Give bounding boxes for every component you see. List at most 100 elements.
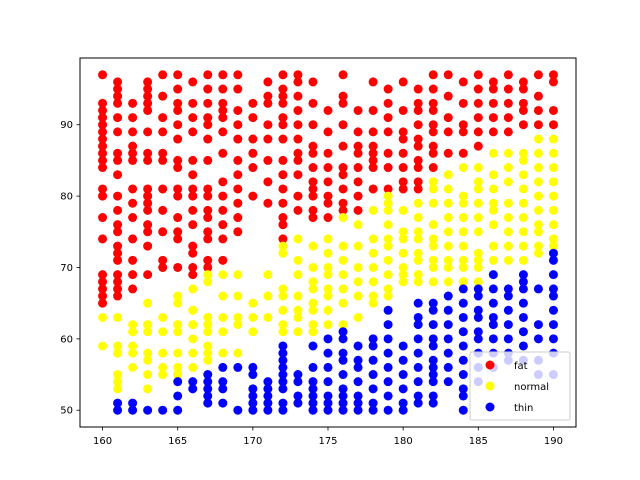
point-thin [488,284,498,294]
point-thin [248,405,258,415]
point-fat [368,141,378,151]
point-normal [533,241,543,251]
point-fat [293,70,303,80]
point-thin [428,391,438,401]
point-normal [518,184,528,194]
point-thin [248,391,258,401]
point-fat [233,184,243,194]
point-normal [533,148,543,158]
point-thin [203,370,213,380]
point-fat [413,184,423,194]
point-fat [143,227,153,237]
point-fat [533,120,543,130]
point-fat [143,77,153,87]
point-normal [158,362,168,372]
legend-label-thin: thin [514,403,533,414]
point-fat [173,84,183,94]
point-normal [173,291,183,301]
point-normal [428,220,438,230]
point-normal [443,227,453,237]
point-fat [278,113,288,123]
point-normal [488,148,498,158]
point-normal [503,163,513,173]
point-fat [188,77,198,87]
point-normal [533,205,543,215]
point-fat [98,184,108,194]
point-fat [158,127,168,137]
point-normal [443,241,453,251]
point-normal [428,255,438,265]
point-thin [383,362,393,372]
point-thin [548,284,558,294]
point-normal [398,227,408,237]
point-thin [248,370,258,380]
point-fat [203,205,213,215]
point-fat [98,284,108,294]
point-normal [368,291,378,301]
point-fat [188,127,198,137]
point-fat [473,70,483,80]
point-normal [173,362,183,372]
point-fat [113,155,123,165]
point-fat [443,148,453,158]
point-thin [473,284,483,294]
point-normal [263,291,273,301]
point-normal [443,277,453,287]
point-normal [383,241,393,251]
point-thin [533,284,543,294]
y-tick-label: 70 [60,263,73,274]
point-fat [263,155,273,165]
point-thin [548,291,558,301]
point-fat [128,141,138,151]
point-normal [308,284,318,294]
point-thin [398,398,408,408]
point-fat [98,148,108,158]
point-normal [293,234,303,244]
point-fat [278,91,288,101]
point-fat [353,141,363,151]
point-fat [368,163,378,173]
point-fat [98,134,108,144]
point-normal [473,213,483,223]
point-fat [428,141,438,151]
point-normal [338,241,348,251]
point-normal [308,277,318,287]
point-thin [383,320,393,330]
point-fat [413,84,423,94]
point-fat [188,241,198,251]
point-fat [398,184,408,194]
point-fat [218,98,228,108]
point-fat [98,234,108,244]
x-tick-label: 175 [318,436,337,447]
legend-marker-fat [485,360,495,370]
point-thin [203,398,213,408]
point-fat [143,127,153,137]
point-thin [158,405,168,415]
point-normal [383,291,393,301]
point-fat [353,177,363,187]
point-fat [128,255,138,265]
point-fat [143,91,153,101]
point-normal [338,270,348,280]
point-fat [338,120,348,130]
point-thin [278,377,288,387]
point-fat [458,77,468,87]
point-thin [323,391,333,401]
point-fat [113,277,123,287]
point-normal [188,320,198,330]
point-normal [533,177,543,187]
point-fat [113,284,123,294]
point-fat [173,262,183,272]
point-fat [128,184,138,194]
point-normal [143,298,153,308]
point-normal [173,348,183,358]
point-thin [473,305,483,315]
point-thin [173,377,183,387]
point-fat [233,198,243,208]
point-fat [428,70,438,80]
point-thin [548,305,558,315]
point-thin [413,334,423,344]
point-normal [473,277,483,287]
point-normal [323,248,333,258]
point-fat [293,191,303,201]
